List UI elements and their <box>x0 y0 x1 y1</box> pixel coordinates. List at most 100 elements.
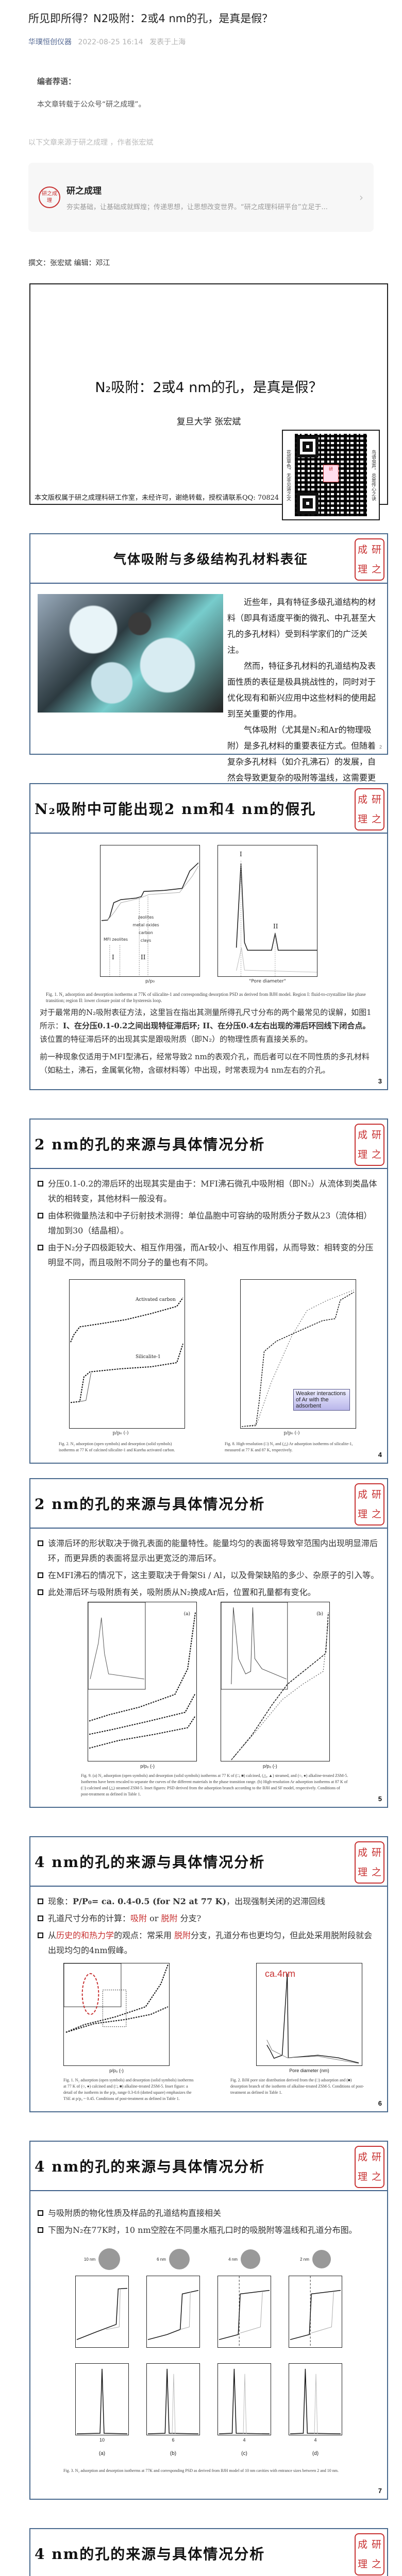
slide-3-header: N₂吸附中可能出现2 nm和4 nm的假孔 成研理之 <box>30 784 387 834</box>
bullet: 由体积微量热法和中子衍射技术测得：单位晶胞中可容纳的吸附质分子数从23（流体相）… <box>38 1208 380 1238</box>
stamp-icon: 成研理之 <box>355 2533 384 2576</box>
slide-5-title: 2 nm的孔的来源与具体情况分析 <box>35 1496 265 1513</box>
slide-1-subtitle: 复旦大学 张宏斌 <box>176 417 241 428</box>
chart-zsm5-alkaline-isotherm <box>63 1963 170 2066</box>
slide-5: 2 nm的孔的来源与具体情况分析 成研理之 该滞后环的形状取决于微孔表面的能量特… <box>29 1478 388 1808</box>
slide-7-title: 4 nm的孔的来源与具体情况分析 <box>35 2158 265 2176</box>
chart-zsm5-isotherms-a: (a) <box>88 1602 197 1762</box>
slide-3-charts: MFI zeolites zeolites metal oxides carbon c… <box>38 841 380 984</box>
stamp-icon: 成研理之 <box>355 1841 384 1884</box>
callout-weaker-ar: Weaker interactions of Ar with the adsor… <box>293 1389 350 1411</box>
slide-6: 4 nm的孔的来源与具体情况分析 成研理之 现象：P/P₀= ca. 0.4-0… <box>29 1836 388 2113</box>
slide-3-text-1: 对于最常用的N₂吸附表征方法，这里旨在指出其测量所得孔尺寸分布的两个最常见的误解… <box>40 1008 372 1044</box>
account-name: 研之成理 <box>66 186 102 197</box>
chart-n2-ar-isotherm: Weaker interactions of Ar with the adsor… <box>225 1279 359 1453</box>
chart-psd-silicalite: I II "Pore diameter" <box>217 845 317 984</box>
slide-4-body: 分压0.1-0.2的滞后环的出现其实是由于：MFI沸石微孔中吸附相（即N₂）从流… <box>30 1169 387 1463</box>
s3-left-xlabel: p/p₀ <box>145 979 155 985</box>
qr-seal: 研 <box>323 465 339 483</box>
page-number: 2 <box>379 744 382 750</box>
slide-6-charts: p/p₀ (-) Fig. 1. N₂ adsorption (open sym… <box>38 1963 380 2102</box>
fig1-caption: Fig. 1. N₂ adsorption (open symbols) and… <box>63 2078 194 2102</box>
slide-8-title: 4 nm的孔的来源与具体情况分析 <box>35 2546 265 2563</box>
chart-silicalite-carbon: Activated carbon Silicalite-1 p/p₀ (-) F… <box>59 1279 185 1453</box>
slide-3-title: N₂吸附中可能出现2 nm和4 nm的假孔 <box>35 801 316 818</box>
editor-note: 编者荐语： 本文章转载于公众号“研之成理”。 <box>0 47 402 109</box>
article-title: 所见即所得？N2吸附：2或4 nm的孔，是真是假？ <box>28 12 273 25</box>
qr-right-text: 鸟语虫声，总是传心之诀 <box>371 449 376 501</box>
slide-3-body: MFI zeolites zeolites metal oxides carbon c… <box>30 834 387 1089</box>
author-link[interactable]: 华璞恒创仪器 <box>28 38 72 47</box>
stamp-icon: 成研理之 <box>355 1483 384 1526</box>
account-card[interactable]: 研之成理 研之成理 夯实基础，让基础成就辉煌；传递思想，让思想改变世界。“研之成… <box>28 163 374 232</box>
slide-5-body: 该滞后环的形状取决于微孔表面的能量特性。能量均匀的表面将导致窄范围内出现明显滞后… <box>30 1529 387 1807</box>
slide-7-header: 4 nm的孔的来源与具体情况分析 成研理之 <box>30 2142 387 2192</box>
slide-6-body: 现象：P/P₀= ca. 0.4-0.5 (for N2 at 77 K)，出现… <box>30 1887 387 2111</box>
page-number: 4 <box>378 1451 382 1459</box>
stamp-icon: 成研理之 <box>355 2146 384 2189</box>
qr-pattern: 研 <box>295 434 367 517</box>
slide-2-p3: 气体吸附（尤其是N₂和Ar的物理吸附）是多孔材料的重要表征方式。但随着复杂多孔材… <box>227 725 376 799</box>
slide-6-title: 4 nm的孔的来源与具体情况分析 <box>35 1854 265 1871</box>
qr-code: 花蕊草色，无非见道之文 研 鸟语虫声，总是传心之诀 <box>282 430 380 521</box>
article-header: 所见即所得？N2吸附：2或4 nm的孔，是真是假？ 华璞恒创仪器 2022-08… <box>0 0 402 47</box>
ink-bottle-panel: 6 nm 6 (b) <box>146 2248 200 2456</box>
article-meta: 华璞恒创仪器 2022-08-25 16:14 发表于上海 <box>28 37 374 47</box>
account-info: 研之成理 夯实基础，让基础成就辉煌；传递思想，让思想改变世界。“研之成理科研平台… <box>66 183 354 211</box>
page-number: 3 <box>378 1077 382 1086</box>
spacer <box>0 1090 402 1118</box>
spacer <box>0 2112 402 2141</box>
slide-7-fig-caption: Fig. 3. N₂ adsorption and desorption iso… <box>63 2468 339 2473</box>
slide-2-p2: 然而，特征多孔材料的孔道结构及表面性质的表征是极具挑战性的，同时对于优化现有和新… <box>227 661 376 719</box>
qr-left-text: 花蕊草色，无非见道之文 <box>286 449 291 501</box>
publish-location: 发表于上海 <box>149 38 186 47</box>
page-number: 5 <box>378 1795 382 1803</box>
account-avatar: 研之成理 <box>39 187 60 209</box>
bullet: 分压0.1-0.2的滞后环的出现其实是由于：MFI沸石微孔中吸附相（即N₂）从流… <box>38 1176 380 1206</box>
slide-5-fig-caption: Fig. 9. (a) N₂ adsorption (open symbols)… <box>81 1773 348 1797</box>
source-line: 以下文章来源于研之成理 ，作者张宏斌 <box>28 139 154 147</box>
editor-note-label: 编者荐语： <box>37 77 76 87</box>
slide-8-header: 4 nm的孔的来源与具体情况分析 成研理之 <box>30 2529 387 2576</box>
slide-7: 4 nm的孔的来源与具体情况分析 成研理之 与吸附质的物化性质及样品的孔道结构直… <box>29 2141 388 2500</box>
bullet: 下图为N₂在77K时，10 nm空腔在不同墨水瓶孔口时的吸脱附等温线和孔道分布图… <box>38 2223 380 2238</box>
spacer <box>0 1808 402 1836</box>
slide-2: 气体吸附与多级结构孔材料表征 成研理之 近些年，具有特征多级孔道结构的材料（即具… <box>29 533 388 799</box>
slide-2-title: 气体吸附与多级结构孔材料表征 <box>113 552 308 567</box>
bullet: 与吸附质的物化性质及样品的孔道结构直接相关 <box>38 2206 380 2221</box>
slide-2-p1: 近些年，具有特征多级孔道结构的材料（即具有适度平衡的微孔、中孔甚至大孔的多孔材料… <box>227 597 376 655</box>
annotation-4nm: ca.4nm <box>265 1969 296 1979</box>
slide-2-text: 近些年，具有特征多级孔道结构的材料（即具有适度平衡的微孔、中孔甚至大孔的多孔材料… <box>227 594 380 799</box>
stamp-icon: 成研理之 <box>355 538 384 581</box>
ink-bottle-panel: 4 nm 4 (c) <box>217 2248 271 2456</box>
slide-4-header: 2 nm的孔的来源与具体情况分析 成研理之 <box>30 1120 387 1170</box>
publish-date: 2022-08-25 16:14 <box>78 38 143 47</box>
slide-1-title: N₂吸附：2或4 nm的孔，是真是假？ <box>95 380 323 396</box>
byline: 撰文：张宏斌 编辑：邓江 <box>28 259 110 268</box>
spacer <box>0 2500 402 2528</box>
ink-bottle-grid: 10 nm 10 (a) 6 nm 6 (b) 4 nm <box>38 2248 380 2456</box>
slide-3-fig-caption: Fig. 1. N₂ adsorption and desorption iso… <box>46 992 366 1004</box>
bullet: 孔道尺寸分布的计算：吸附 or 脱附 分支? <box>38 1911 380 1926</box>
chart-ar-isotherms-b: (b) <box>221 1602 330 1762</box>
bullet: 从历史的和热力学的观点：常采用 脱附分支，孔道分布也更均匀，但此处采用脱附段就会… <box>38 1928 380 1958</box>
spacer <box>0 1464 402 1478</box>
porous-material-image <box>38 594 223 713</box>
page-number: 6 <box>378 2099 382 2108</box>
fig2-caption: Fig. 2. BJH pore size distribution deriv… <box>230 2078 364 2095</box>
editor-note-text: 本文章转载于公众号“研之成理”。 <box>37 100 146 109</box>
chart-isotherm-silicalite: MFI zeolites zeolites metal oxides carbon c… <box>100 845 200 984</box>
fig2-caption: Fig. 2. N₂ adsorption (open symbols) and… <box>59 1442 175 1453</box>
bullet: 在MFI沸石的情况下，这主要取决于骨架Si / Al，以及骨架缺陷的多少、杂原子… <box>38 1568 380 1583</box>
slide-1: N₂吸附：2或4 nm的孔，是真是假？ 复旦大学 张宏斌 花蕊草色，无非见道之文… <box>29 283 388 521</box>
bullet: 此处滞后环与吸附质有关，吸附质从N₂换成Ar后，位置和孔量都有变化。 <box>38 1585 380 1600</box>
slide-2-body: 近些年，具有特征多级孔道结构的材料（即具有适度平衡的微孔、中孔甚至大孔的多孔材料… <box>30 584 387 799</box>
slide-7-body: 与吸附质的物化性质及样品的孔道结构直接相关 下图为N₂在77K时，10 nm空腔… <box>30 2191 387 2499</box>
slide-4-charts: Activated carbon Silicalite-1 p/p₀ (-) F… <box>38 1279 380 1453</box>
slide-5-header: 2 nm的孔的来源与具体情况分析 成研理之 <box>30 1479 387 1529</box>
account-desc: 夯实基础，让基础成就辉煌；传递思想，让思想改变世界。“研之成理科研平台”立足于.… <box>66 204 328 212</box>
stamp-icon: 成研理之 <box>355 1124 384 1166</box>
slide-2-header: 气体吸附与多级结构孔材料表征 成研理之 <box>30 534 387 584</box>
ink-bottle-panel: 10 nm 10 (a) <box>75 2248 129 2456</box>
